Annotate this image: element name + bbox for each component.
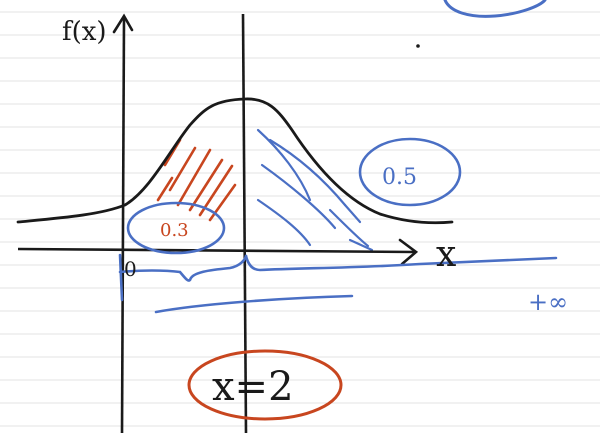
mean-marker-circle [187,349,343,421]
right-area-hatching [256,128,374,252]
interval-braces [118,253,558,314]
blue-scribble-top [443,0,547,18]
x-axis-label: x [436,234,456,275]
y-axis [120,17,126,433]
mean-line [241,13,248,433]
stray-dot [416,44,420,48]
mean-marker-label: x=2 [212,364,294,410]
left-area-circle [126,201,226,255]
ruled-lines [0,11,600,427]
x-axis [17,247,416,254]
origin-label: 0 [124,257,137,281]
infinity-label: +∞ [528,288,568,316]
right-area-circle [358,137,462,207]
density-curve [16,97,454,225]
y-axis-label: f(x) [62,17,107,47]
left-area-label: 0.3 [160,220,189,241]
y-axis-arrow [112,13,134,34]
x-axis-arrow [398,238,419,266]
right-area-label: 0.5 [382,165,417,190]
